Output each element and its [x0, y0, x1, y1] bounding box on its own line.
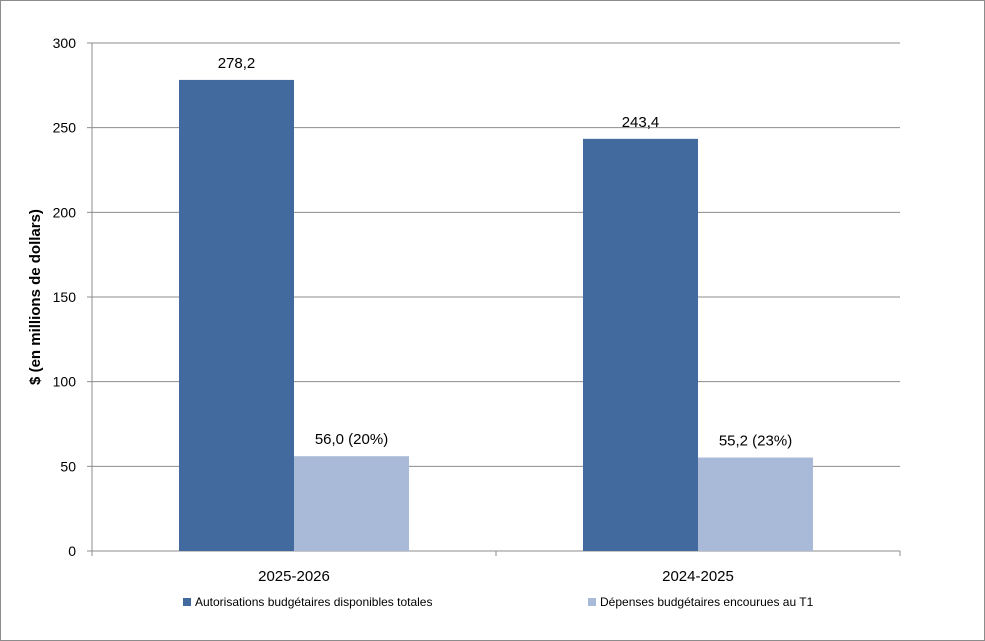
- x-category-label: 2025-2026: [258, 568, 330, 585]
- bar: [179, 79, 294, 551]
- legend-label: Dépenses budgétaires encourues au T1: [600, 595, 814, 609]
- data-label: 278,2: [218, 55, 256, 72]
- y-axis-title: $ (en millions de dollars): [27, 209, 44, 385]
- legend-swatch: [588, 598, 596, 606]
- legend-label: Autorisations budgétaires disponibles to…: [195, 595, 432, 609]
- bar: [294, 456, 409, 551]
- data-label: 243,4: [622, 114, 660, 131]
- bar: [583, 138, 698, 552]
- data-label: 56,0 (20%): [315, 431, 388, 448]
- y-tick-label: 0: [68, 543, 76, 559]
- y-tick-label: 50: [60, 458, 76, 474]
- data-label: 55,2 (23%): [719, 433, 792, 450]
- y-tick-label: 150: [53, 289, 77, 305]
- bar: [698, 457, 813, 551]
- y-tick-label: 250: [53, 120, 77, 136]
- y-tick-label: 300: [53, 35, 77, 51]
- x-category-label: 2024-2025: [662, 568, 734, 585]
- y-tick-label: 200: [53, 204, 77, 220]
- legend-swatch: [183, 598, 191, 606]
- y-tick-label: 100: [53, 374, 77, 390]
